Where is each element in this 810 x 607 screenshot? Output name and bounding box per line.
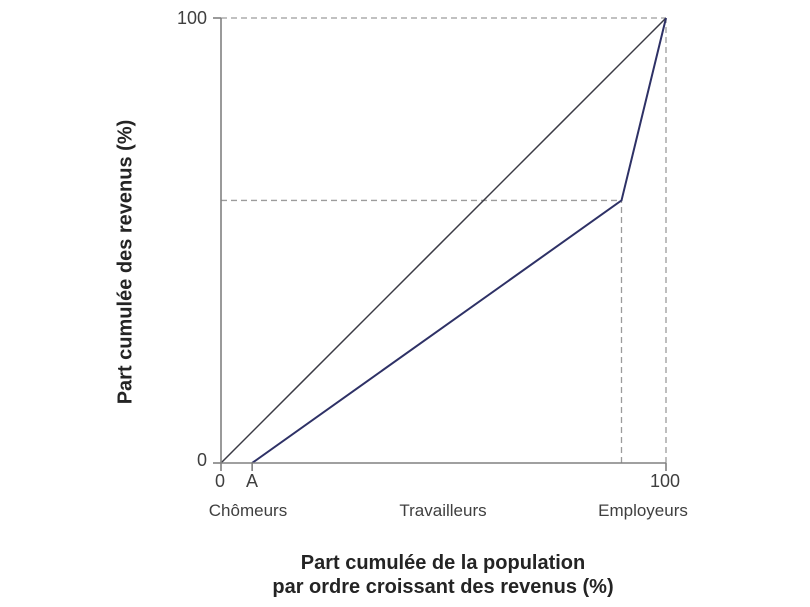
y-axis-title: Part cumulée des revenus (%) xyxy=(114,119,137,405)
y-tick-label-0: 0 xyxy=(196,450,207,470)
x-tick-label-a: A xyxy=(245,471,258,491)
x-axis-title: Part cumulée de la population par ordre … xyxy=(193,551,693,599)
y-tick-label-100: 100 xyxy=(176,8,207,28)
x-axis-title-line1: Part cumulée de la population xyxy=(300,552,586,574)
ligne-egalite-parfaite-line xyxy=(220,17,667,464)
category-label-travailleurs: Travailleurs xyxy=(399,501,487,520)
category-label-chomeurs: Chômeurs xyxy=(208,501,288,520)
x-tick-label-100: 100 xyxy=(649,471,681,491)
x-axis-title-line2: par ordre croissant des revenus (%) xyxy=(272,576,614,598)
courbe-de-lorenz-line xyxy=(251,17,667,464)
category-label-employeurs: Employeurs xyxy=(598,501,688,520)
x-tick-label-0: 0 xyxy=(214,471,225,491)
